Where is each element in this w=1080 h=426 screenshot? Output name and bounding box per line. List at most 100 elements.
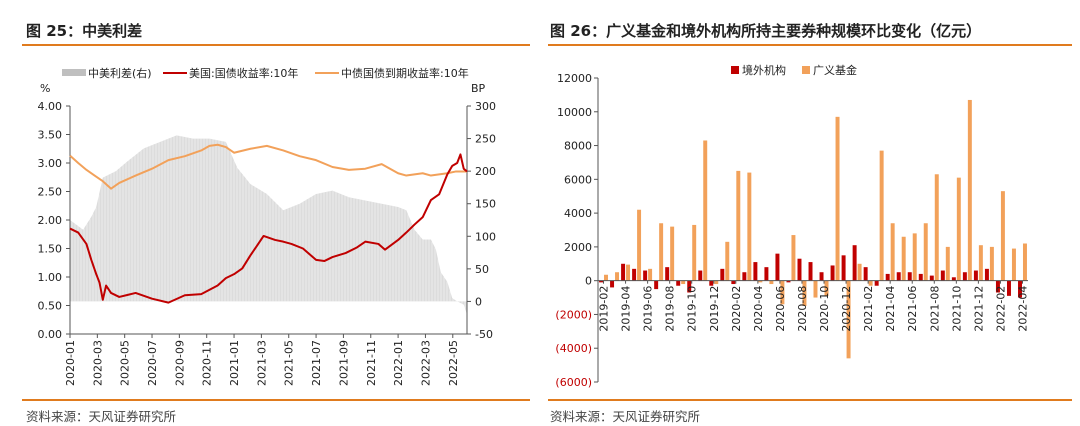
bar-foreign (731, 280, 736, 285)
x-tick-label: 2021-09 (337, 340, 350, 386)
left-y-tick-label: 2.00 (38, 214, 63, 227)
bar-foreign (676, 280, 681, 286)
bar-foreign (929, 275, 934, 281)
bar-fund (725, 241, 730, 281)
spread-chart: 中美利差(右) 美国:国债收益率:10年 中债国债到期收益率:10年% BP 0.00 0… (38, 66, 497, 386)
bar-fund (791, 235, 796, 281)
series-us10y-line (69, 153, 468, 304)
bar-foreign (819, 272, 824, 281)
bar-foreign (1018, 280, 1022, 298)
y-tick-label: 4000 (564, 207, 592, 220)
left-y-tick-label: 1.50 (38, 243, 63, 256)
bar-fund (824, 280, 829, 296)
bar-fund (659, 223, 664, 281)
bar-fund (846, 280, 851, 359)
x-tick-label: 2021-01 (228, 340, 241, 386)
x-tick-label: 2021-10 (950, 286, 963, 332)
legend-swatch-foreign (731, 66, 739, 74)
y-tick-label: 10000 (557, 106, 592, 119)
left-title-rule (22, 44, 530, 46)
bar-foreign (643, 270, 648, 281)
x-tick-label: 2019-06 (642, 286, 655, 332)
bar-foreign (610, 280, 615, 288)
bar-foreign (687, 280, 692, 293)
bar-fund (703, 140, 708, 281)
x-tick-label: 2022-03 (419, 340, 432, 386)
bar-foreign (720, 268, 725, 281)
right-y-tick-label: 200 (475, 165, 496, 178)
left-chart-title: 图 25：中美利差 (26, 22, 143, 40)
x-tick-label: 2020-10 (818, 286, 831, 332)
bar-fund (868, 280, 873, 286)
bar-fund (890, 223, 895, 281)
x-tick-label: 2022-04 (1016, 286, 1029, 332)
left-y-tick-label: 0.00 (38, 328, 63, 341)
x-tick-label: 2022-05 (447, 340, 460, 386)
right-y-tick-label: 100 (475, 230, 496, 243)
bar-foreign (764, 267, 769, 281)
bar-foreign (995, 280, 1000, 293)
bar-fund (802, 280, 807, 306)
x-tick-label: 2021-03 (255, 340, 268, 386)
x-tick-label: 2020-07 (146, 340, 159, 386)
left-y-tick-label: 4.00 (38, 100, 63, 113)
bar-foreign (621, 263, 626, 281)
bar-fund (967, 99, 972, 281)
x-tick-label: 2019-04 (620, 286, 633, 332)
y-tick-label: 8000 (564, 140, 592, 153)
y-tick-label: 0 (585, 275, 592, 288)
bar-foreign (654, 280, 659, 290)
x-tick-label: 2021-04 (884, 286, 897, 332)
bar-foreign (918, 273, 923, 281)
x-tick-label: 2020-09 (173, 340, 186, 386)
bar-foreign (940, 270, 945, 281)
left-y-tick-label: 1.00 (38, 271, 63, 284)
left-panel: 图 25：中美利差 中美利差(右) 美国:国债收益率:10年 中债国债到期收益率:1… (0, 0, 530, 426)
bar-fund (857, 263, 862, 281)
bar-foreign (951, 277, 956, 281)
bar-foreign (709, 280, 714, 286)
x-tick-label: 2020-03 (91, 340, 104, 386)
left-source: 资料来源：天风证券研究所 (26, 409, 177, 424)
left-y-tick-label: 0.50 (38, 300, 63, 313)
bar-foreign (599, 280, 604, 283)
right-y-tick-label: 250 (475, 133, 496, 146)
legend-label-cgb10y: 中债国债到期收益率:10年 (341, 66, 469, 80)
bar-fund (681, 280, 686, 285)
bar-foreign (665, 267, 670, 281)
x-tick-label: 2021-12 (972, 286, 985, 332)
y-tick-label: 6000 (564, 173, 592, 186)
x-tick-label: 2019-10 (686, 286, 699, 332)
bar-fund (923, 223, 928, 281)
bar-fund (901, 236, 906, 281)
x-tick-label: 2019-12 (708, 286, 721, 332)
left-y-tick-label: 2.50 (38, 186, 63, 199)
x-tick-label: 2020-08 (796, 286, 809, 332)
bar-foreign (907, 272, 912, 281)
x-tick-label: 2022-01 (392, 340, 405, 386)
left-y-tick-label: 3.50 (38, 129, 63, 142)
x-tick-label: 2020-06 (774, 286, 787, 332)
right-axis-unit: BP (471, 82, 486, 95)
right-y-tick-label: 0 (475, 295, 482, 308)
bar-foreign (1006, 280, 1011, 296)
x-tick-label: 2021-07 (310, 340, 323, 386)
legend-label-foreign: 境外机构 (742, 63, 786, 77)
bar-fund (956, 177, 961, 281)
bar-fund (1022, 243, 1027, 281)
left-y-tick-label: 3.00 (38, 157, 63, 170)
x-tick-label: 2021-08 (928, 286, 941, 332)
bar-fund (670, 226, 675, 281)
holdings-chart: 境外机构 广义基金 (6000) (4000) (2000) 0 2000 4000 6000 8… (555, 63, 1029, 389)
bar-foreign (852, 245, 857, 281)
x-tick-label: 2019-08 (664, 286, 677, 332)
bar-fund (1000, 191, 1005, 281)
bar-fund (604, 274, 608, 281)
right-y-tick-label: 150 (475, 198, 496, 211)
bar-foreign (753, 262, 758, 281)
right-y-tick-label: -50 (475, 328, 493, 341)
bar-foreign (984, 268, 989, 281)
bar-foreign (786, 280, 791, 283)
y-tick-label: (2000) (555, 308, 592, 321)
x-tick-label: 2020-05 (119, 340, 132, 386)
